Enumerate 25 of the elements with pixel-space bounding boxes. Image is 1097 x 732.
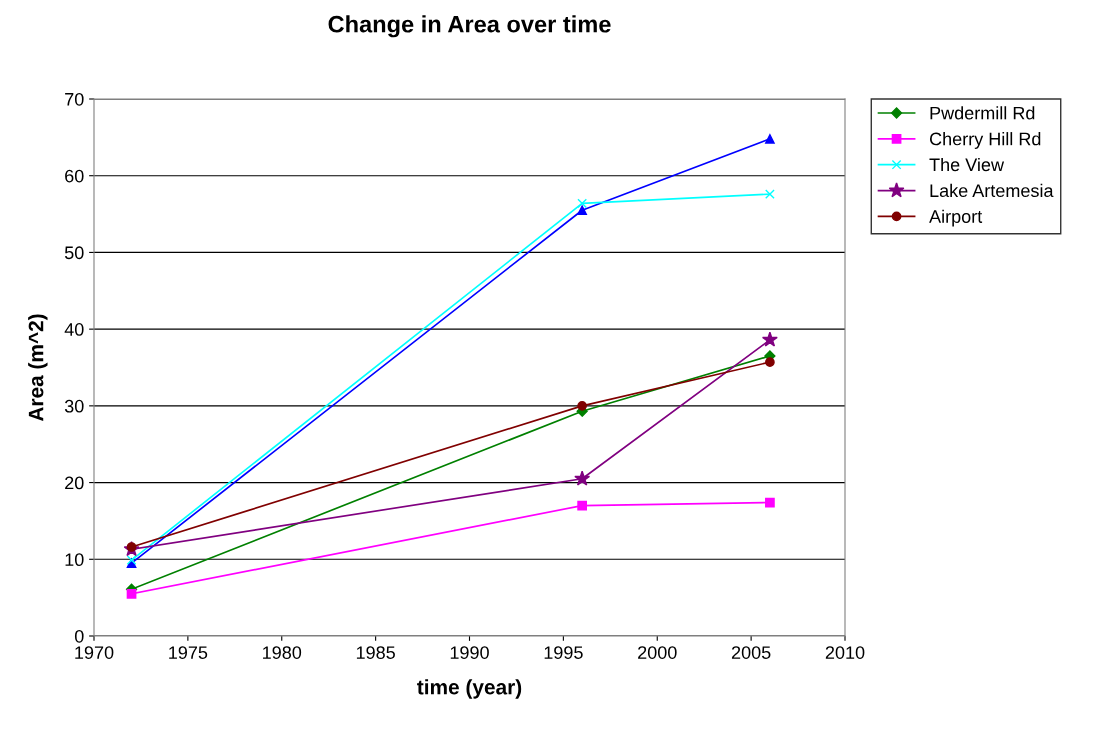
legend-label: Pwdermill Rd (930, 106, 1035, 120)
x-tick-label: 1980 (263, 646, 302, 659)
y-tick-label: 20 (65, 476, 84, 490)
y-tick-label: 0 (74, 629, 84, 643)
legend-label: The View (929, 157, 1005, 172)
x-tick-label: 2005 (731, 646, 771, 659)
y-tick-label: 60 (65, 169, 84, 183)
legend-label: Airport (929, 209, 983, 227)
y-tick-label: 40 (64, 323, 84, 336)
x-tick-label: 2000 (638, 646, 677, 659)
x-tick-label: 1975 (169, 646, 208, 659)
y-tick-label: 50 (64, 246, 84, 260)
legend-label: Lake Artemesia (930, 183, 1054, 198)
x-axis-title: time (year) (417, 679, 522, 699)
x-tick-label: 2010 (825, 646, 865, 659)
y-tick-label: 70 (65, 92, 84, 106)
y-tick-label: 30 (64, 399, 84, 413)
x-tick-label: 1970 (75, 646, 114, 659)
x-tick-label: 1995 (544, 646, 583, 659)
x-tick-label: 1985 (356, 646, 395, 659)
legend-label: Cherry Hill Rd (929, 132, 1041, 149)
y-tick-label: 10 (65, 553, 84, 567)
chart-title: Change in Area over time (328, 15, 611, 38)
y-axis-title: Area (m^2) (28, 314, 48, 422)
x-tick-label: 1990 (450, 646, 489, 659)
